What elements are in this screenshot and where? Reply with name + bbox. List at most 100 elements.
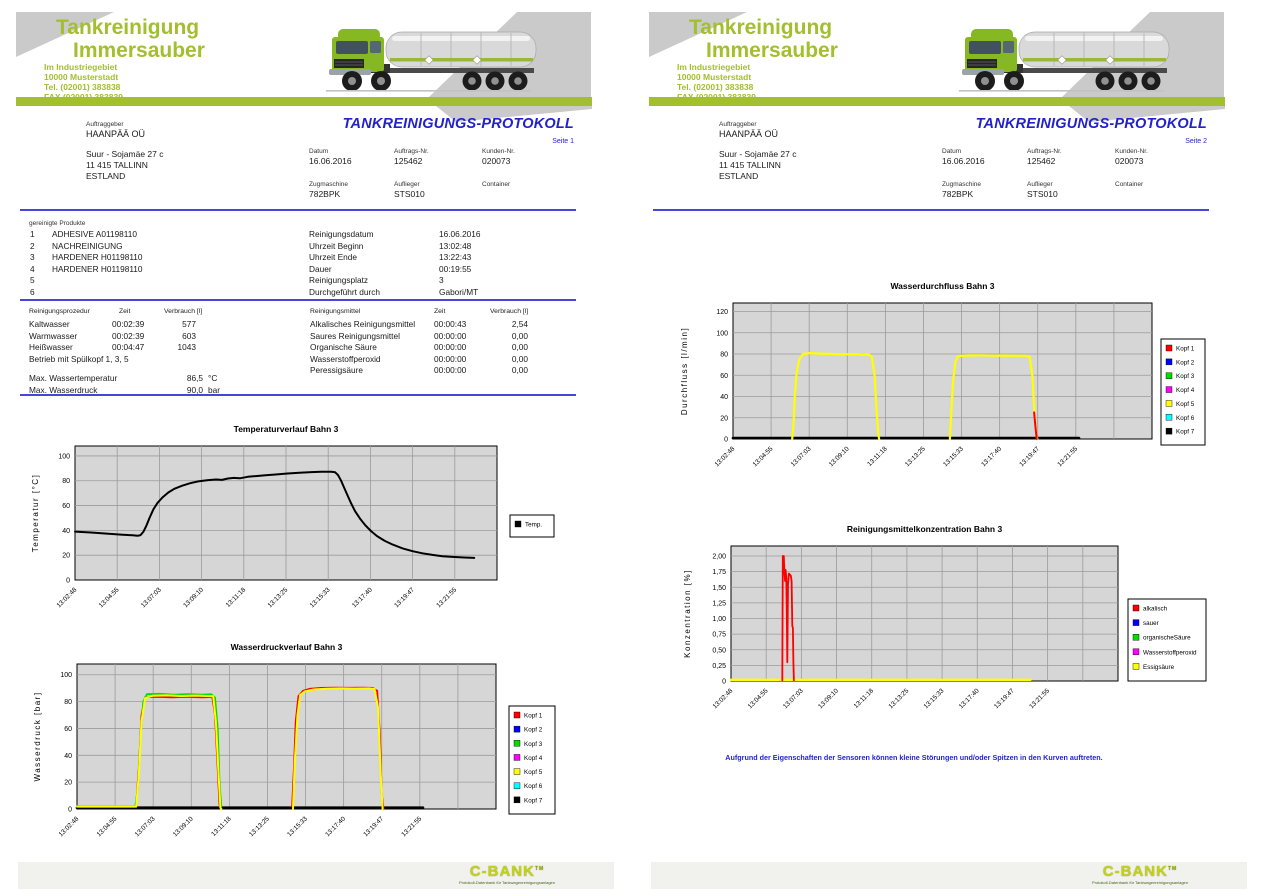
- svg-text:Essigsäure: Essigsäure: [1143, 664, 1175, 671]
- trademark-symbol: TM: [534, 866, 545, 872]
- svg-text:13:04:55: 13:04:55: [98, 586, 121, 609]
- max-label: Max. Wasserdruck: [29, 385, 98, 395]
- agent-name: Organische Säure: [310, 342, 377, 352]
- svg-text:13:21:55: 13:21:55: [400, 815, 423, 838]
- agent-zeit: 00:00:00: [434, 354, 467, 364]
- svg-text:Wasserdruck [bar]: Wasserdruck [bar]: [33, 691, 42, 781]
- logo-address-1: Im Industriegebiet: [677, 62, 751, 72]
- svg-text:Kopf 2: Kopf 2: [1176, 359, 1195, 366]
- divider: [20, 209, 576, 211]
- info-label: Durchgeführt durch: [309, 287, 381, 297]
- footer-tagline: Protokoll-Datenbank für Tankwagenreinigu…: [459, 880, 555, 885]
- field-value-datum: 16.06.2016: [942, 156, 985, 166]
- svg-text:13:19:47: 13:19:47: [993, 687, 1016, 710]
- svg-text:13:15:33: 13:15:33: [286, 815, 309, 838]
- header-graphic: [649, 12, 1225, 122]
- field-label-container: Container: [1115, 181, 1144, 188]
- field-label-zugmaschine: Zugmaschine: [942, 181, 982, 188]
- svg-text:0: 0: [722, 679, 726, 686]
- svg-text:13:02:48: 13:02:48: [712, 687, 735, 710]
- field-label-datum: Datum: [942, 148, 962, 155]
- procedure-verbrauch: 1043: [177, 342, 196, 352]
- svg-text:Reinigungsmittelkonzentration: Reinigungsmittelkonzentration Bahn 3: [847, 524, 1003, 534]
- svg-text:1,00: 1,00: [712, 616, 726, 623]
- svg-text:Kopf 7: Kopf 7: [524, 797, 543, 804]
- logo-address-2: 10000 Musterstadt: [44, 72, 119, 82]
- svg-text:Temperaturverlauf Bahn 3: Temperaturverlauf Bahn 3: [234, 424, 339, 434]
- svg-text:Konzentration [%]: Konzentration [%]: [683, 569, 692, 658]
- svg-text:20: 20: [62, 553, 70, 560]
- footer-band: [18, 862, 614, 889]
- client-label: Auftraggeber: [86, 121, 124, 128]
- header-corner-shape: [649, 12, 747, 57]
- procedure-header-zeit: Zeit: [119, 308, 131, 315]
- svg-text:Kopf 1: Kopf 1: [1176, 346, 1195, 353]
- svg-text:60: 60: [720, 373, 728, 380]
- svg-text:40: 40: [720, 394, 728, 401]
- svg-text:13:21:55: 13:21:55: [1028, 687, 1051, 710]
- page1-charts: 0 20 40 60 80 100 13:02:48 13:04:55 13:07:03 13:0…: [31, 424, 556, 838]
- divider: [20, 394, 576, 396]
- svg-text:13:11:18: 13:11:18: [225, 586, 248, 609]
- info-value: 3: [439, 275, 444, 285]
- svg-text:13:17:40: 13:17:40: [958, 687, 981, 710]
- svg-text:Temp.: Temp.: [525, 522, 542, 529]
- client-address-3: ESTLAND: [86, 171, 126, 181]
- max-value: 86,5: [186, 373, 203, 383]
- footer-brand-logo: C-BANKTM: [1080, 863, 1200, 880]
- field-value-zugmaschine: 782BPK: [309, 189, 341, 199]
- logo-line2: Immersauber: [706, 39, 838, 62]
- svg-text:2,00: 2,00: [712, 554, 726, 561]
- field-value-auftrag: 125462: [1027, 156, 1056, 166]
- info-value: Gabori/MT: [439, 287, 479, 297]
- chart-wasserdruckverlauf: 0 20 40 60 80 100 13:02:48 13:04:55 13:07:03 13:0…: [33, 642, 556, 838]
- chart-reinigungsmittelkonzentration: 0 0,25 0,50 0,75 1,00 1,25 1,50 1,75 2,00 13:02:4…: [683, 524, 1207, 710]
- svg-text:0: 0: [724, 437, 728, 444]
- divider: [20, 299, 576, 301]
- svg-text:80: 80: [62, 478, 70, 485]
- product-number: 6: [30, 287, 35, 297]
- svg-text:Kopf 5: Kopf 5: [1176, 401, 1195, 408]
- svg-text:13:15:33: 13:15:33: [923, 687, 946, 710]
- svg-text:13:02:48: 13:02:48: [714, 445, 737, 468]
- product-number: 3: [30, 252, 35, 262]
- truck-illustration: [326, 29, 537, 92]
- info-value: 00:19:55: [439, 264, 472, 274]
- header-diagonal-sliver: [436, 106, 592, 122]
- svg-text:Kopf 5: Kopf 5: [524, 769, 543, 776]
- svg-text:13:17:40: 13:17:40: [351, 586, 374, 609]
- info-label: Reinigungsplatz: [309, 275, 369, 285]
- agent-verbrauch: 0,00: [511, 354, 528, 364]
- info-value: 13:02:48: [439, 241, 472, 251]
- chart-wasserdurchfluss: 0 20 40 60 80 100 120 13:02:48 13:04:55 13:07:03 1…: [680, 281, 1206, 468]
- procedure-verbrauch: 603: [182, 331, 196, 341]
- agent-name: Alkalisches Reinigungsmittel: [310, 319, 416, 329]
- svg-text:13:02:48: 13:02:48: [58, 815, 81, 838]
- field-label-auflieger: Auflieger: [1027, 181, 1053, 188]
- svg-text:13:19:47: 13:19:47: [1018, 445, 1041, 468]
- svg-text:13:04:55: 13:04:55: [752, 445, 775, 468]
- procedure-note: Betrieb mit Spülkopf 1, 3, 5: [29, 354, 129, 364]
- header-diagonal-sliver: [1069, 106, 1225, 122]
- svg-text:13:11:18: 13:11:18: [853, 687, 876, 710]
- svg-text:13:09:10: 13:09:10: [817, 687, 840, 710]
- agent-zeit: 00:00:00: [434, 331, 467, 341]
- agents-header-verbrauch: Verbrauch [l]: [490, 308, 529, 315]
- footer-brand-logo: C-BANKTM: [447, 863, 567, 880]
- svg-text:60: 60: [64, 726, 72, 733]
- procedure-name: Warmwasser: [29, 331, 78, 341]
- agent-zeit: 00:00:43: [434, 319, 467, 329]
- agent-name: Peressigsäure: [310, 365, 364, 375]
- svg-text:13:07:03: 13:07:03: [140, 586, 163, 609]
- svg-text:Wasserdurchfluss Bahn 3: Wasserdurchfluss Bahn 3: [890, 281, 994, 291]
- client-address-2: 11 415 TALLINN: [86, 160, 148, 170]
- field-label-zugmaschine: Zugmaschine: [309, 181, 349, 188]
- svg-text:Kopf 3: Kopf 3: [524, 741, 543, 748]
- field-label-auftrag: Auftrags-Nr.: [1027, 148, 1062, 155]
- logo-address-4: FAX (02001) 383839: [44, 92, 123, 102]
- svg-text:0: 0: [66, 578, 70, 585]
- svg-text:13:21:55: 13:21:55: [1056, 445, 1079, 468]
- svg-text:13:17:40: 13:17:40: [980, 445, 1003, 468]
- svg-text:80: 80: [64, 699, 72, 706]
- footer-band: [651, 862, 1247, 889]
